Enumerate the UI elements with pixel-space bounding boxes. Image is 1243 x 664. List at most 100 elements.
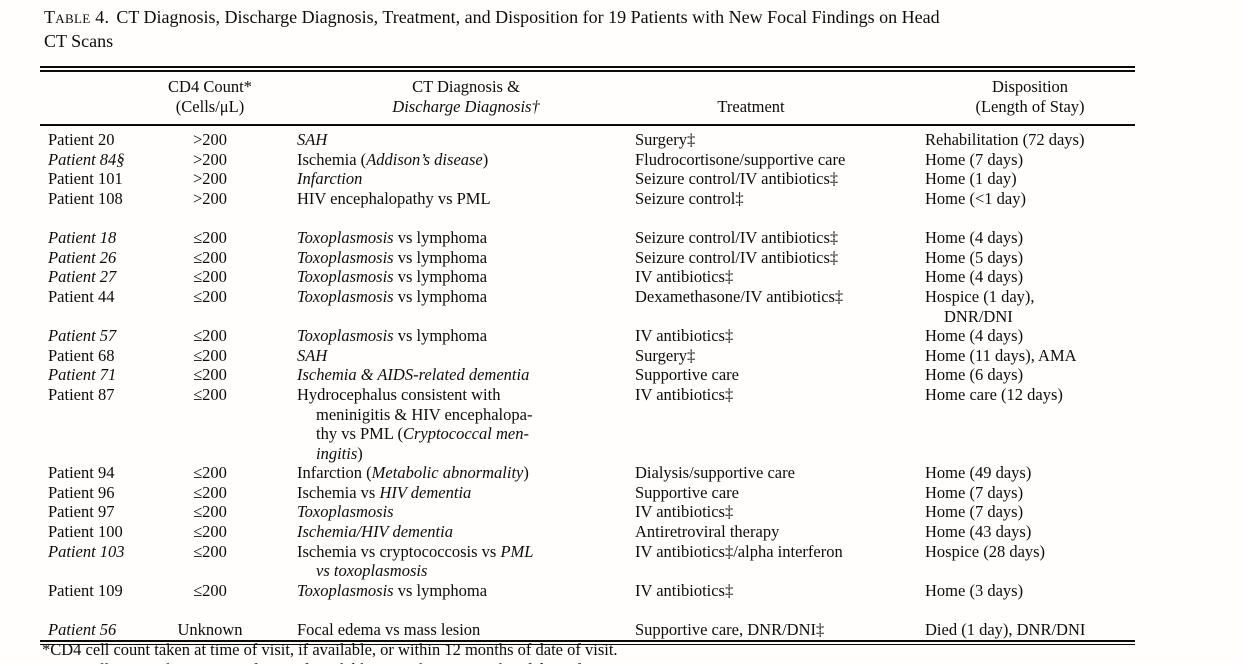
table-row: Patient 94 ≤200 Infarction (Metabolic abno… bbox=[40, 463, 1135, 483]
disposition-header-line2: (Length of Stay) bbox=[975, 96, 1085, 116]
bottom-rule bbox=[40, 639, 1135, 645]
diagnosis-header-line1: CT Diagnosis & bbox=[412, 77, 520, 96]
patient-cell: Patient 96 bbox=[48, 482, 115, 502]
table-row: Patient 68 ≤200 SAH Surgery‡ Home (11 days),… bbox=[40, 346, 1135, 366]
table-row: Patient 87 ≤200 Hydrocephalus consistent w… bbox=[40, 385, 1135, 463]
table-row: Patient 44 ≤200 Toxoplasmosis vs lymphoma D… bbox=[40, 287, 1135, 326]
treatment-cell: Seizure control/IV antibiotics‡ bbox=[635, 169, 839, 189]
disposition-cell: Home (49 days) bbox=[925, 463, 1032, 483]
treatment-cell: Surgery‡ bbox=[635, 130, 696, 150]
patient-cell: Patient 68 bbox=[48, 345, 115, 365]
disposition-cell: Home (11 days), AMA bbox=[925, 345, 1077, 365]
disposition-cell: Home (4 days) bbox=[925, 228, 1024, 248]
diagnosis-cell: Ischemia/HIV dementia bbox=[297, 522, 453, 542]
disposition-cell: Home (4 days) bbox=[925, 326, 1024, 346]
cd4-column-header: CD4 Count* (Cells/μL) bbox=[165, 72, 255, 127]
disposition-cell: Home (3 days) bbox=[925, 580, 1024, 600]
disposition-cell: Died (1 day), DNR/DNI bbox=[925, 620, 1086, 640]
treatment-cell: Antiretroviral therapy bbox=[635, 522, 780, 542]
patient-cell: Patient 87 bbox=[48, 384, 115, 404]
treatment-cell: IV antibiotics‡ bbox=[635, 326, 734, 346]
table-row: Patient 71 ≤200 Ischemia & AIDS-related de… bbox=[40, 365, 1135, 385]
diagnosis-cell: Toxoplasmosis vs lymphoma bbox=[297, 267, 488, 287]
treatment-cell: IV antibiotics‡/alpha interferon bbox=[635, 541, 843, 561]
diagnosis-cell: Hydrocephalus consistent with meninigiti… bbox=[297, 384, 533, 463]
cd4-cell: ≤200 bbox=[193, 267, 227, 287]
disposition-cell: Home (4 days) bbox=[925, 267, 1024, 287]
patient-cell: Patient 26 bbox=[48, 247, 117, 267]
diagnosis-cell: Infarction bbox=[297, 169, 363, 189]
table-row: Patient 103 ≤200 Ischemia vs cryptococcosi… bbox=[40, 542, 1135, 581]
diagnosis-cell: Toxoplasmosis vs lymphoma bbox=[297, 247, 488, 267]
patient-cell: Patient 101 bbox=[48, 169, 123, 189]
disposition-cell: Home (<1 day) bbox=[925, 188, 1026, 208]
treatment-cell: IV antibiotics‡ bbox=[635, 580, 734, 600]
cutoff-footnote-line: *CD4 cell count taken at time of visit, … bbox=[42, 660, 1202, 664]
patients-table: CD4 Count* (Cells/μL) CT Diagnosis & Dis… bbox=[40, 72, 1135, 640]
diagnosis-cell: Toxoplasmosis vs lymphoma bbox=[297, 580, 488, 600]
patient-cell: Patient 84§ bbox=[48, 149, 125, 169]
patient-cell: Patient 94 bbox=[48, 463, 115, 483]
treatment-cell: Fludrocortisone/supportive care bbox=[635, 149, 846, 169]
treatment-cell: Supportive care bbox=[635, 365, 740, 385]
treatment-cell: IV antibiotics‡ bbox=[635, 267, 734, 287]
patient-cell: Patient 100 bbox=[48, 522, 123, 542]
top-rule bbox=[40, 66, 1135, 72]
disposition-cell: Hospice (1 day), DNR/DNI bbox=[925, 286, 1035, 326]
diagnosis-cell: Ischemia & AIDS-related dementia bbox=[297, 365, 530, 385]
table-row: Patient 109 ≤200 Toxoplasmosis vs lymphoma… bbox=[40, 581, 1135, 601]
treatment-cell: Supportive care, DNR/DNI‡ bbox=[635, 620, 825, 640]
table-row: Patient 101 >200 Infarction Seizure control… bbox=[40, 169, 1135, 189]
patient-cell: Patient 71 bbox=[48, 365, 117, 385]
group-spacer bbox=[40, 209, 1135, 229]
table-row: Patient 84§ >200 Ischemia (Addison’s disea… bbox=[40, 150, 1135, 170]
patient-cell: Patient 57 bbox=[48, 326, 117, 346]
table-caption: Table 4. CT Diagnosis, Discharge Diagnosi… bbox=[44, 5, 1138, 53]
cd4-cell: ≤200 bbox=[193, 365, 227, 385]
diagnosis-cell: Ischemia vs HIV dementia bbox=[297, 482, 472, 502]
diagnosis-cell: HIV encephalopathy vs PML bbox=[297, 188, 491, 208]
table-row: Patient 26 ≤200 Toxoplasmosis vs lymphoma S… bbox=[40, 248, 1135, 268]
diagnosis-column-header: CT Diagnosis & Discharge Diagnosis† bbox=[255, 72, 635, 127]
table-row: Patient 56 Unknown Focal edema vs mass les… bbox=[40, 620, 1135, 640]
table-caption-label: Table 4. bbox=[44, 7, 110, 27]
table-row: Patient 18 ≤200 Toxoplasmosis vs lymphoma S… bbox=[40, 228, 1135, 248]
patient-cell: Patient 109 bbox=[48, 580, 123, 600]
patient-cell: Patient 103 bbox=[48, 541, 125, 561]
cd4-cell: ≤200 bbox=[193, 580, 227, 600]
table-row: Patient 20 >200 SAH Surgery‡ Rehabilitation … bbox=[40, 125, 1135, 150]
data-table: CD4 Count* (Cells/μL) CT Diagnosis & Dis… bbox=[40, 66, 1135, 645]
diagnosis-cell: Toxoplasmosis vs lymphoma bbox=[297, 286, 488, 306]
cd4-cell: ≤200 bbox=[193, 463, 227, 483]
disposition-cell: Home (7 days) bbox=[925, 502, 1024, 522]
diagnosis-cell: Toxoplasmosis vs lymphoma bbox=[297, 228, 488, 248]
table-caption-text: CT Diagnosis, Discharge Diagnosis, Treat… bbox=[44, 7, 940, 51]
disposition-cell: Rehabilitation (72 days) bbox=[925, 130, 1085, 150]
treatment-column-header: Treatment bbox=[635, 72, 925, 127]
cd4-cell: ≤200 bbox=[193, 482, 227, 502]
disposition-cell: Hospice (28 days) bbox=[925, 541, 1046, 561]
patient-cell: Patient 44 bbox=[48, 286, 115, 306]
group-spacer bbox=[40, 600, 1135, 620]
cd4-cell: >200 bbox=[192, 130, 228, 150]
cd4-cell: ≤200 bbox=[193, 522, 227, 542]
cd4-header-line1: CD4 Count* bbox=[168, 77, 252, 96]
diagnosis-cell: Infarction (Metabolic abnormality) bbox=[297, 463, 529, 483]
table-row: Patient 108 >200 HIV encephalopathy vs PML… bbox=[40, 189, 1135, 209]
patient-cell: Patient 97 bbox=[48, 502, 115, 522]
disposition-cell: Home (7 days) bbox=[925, 482, 1024, 502]
table-row: Patient 57 ≤200 Toxoplasmosis vs lymphoma I… bbox=[40, 326, 1135, 346]
cd4-cell: ≤200 bbox=[193, 228, 227, 248]
cd4-cell: ≤200 bbox=[193, 384, 227, 404]
cd4-cell: >200 bbox=[192, 188, 228, 208]
table-row: Patient 97 ≤200 Toxoplasmosis IV antibiotic… bbox=[40, 502, 1135, 522]
treatment-cell: Supportive care bbox=[635, 482, 740, 502]
cd4-cell: >200 bbox=[192, 169, 228, 189]
treatment-cell: Seizure control/IV antibiotics‡ bbox=[635, 228, 839, 248]
table-row: Patient 100 ≤200 Ischemia/HIV dementia Anti… bbox=[40, 522, 1135, 542]
table-body: Patient 20 >200 SAH Surgery‡ Rehabilitation … bbox=[40, 125, 1135, 639]
diagnosis-cell: SAH bbox=[297, 345, 328, 365]
footnotes: *CD4 cell count taken at time of visit, … bbox=[42, 640, 1202, 664]
cd4-cell: ≤200 bbox=[193, 286, 227, 306]
